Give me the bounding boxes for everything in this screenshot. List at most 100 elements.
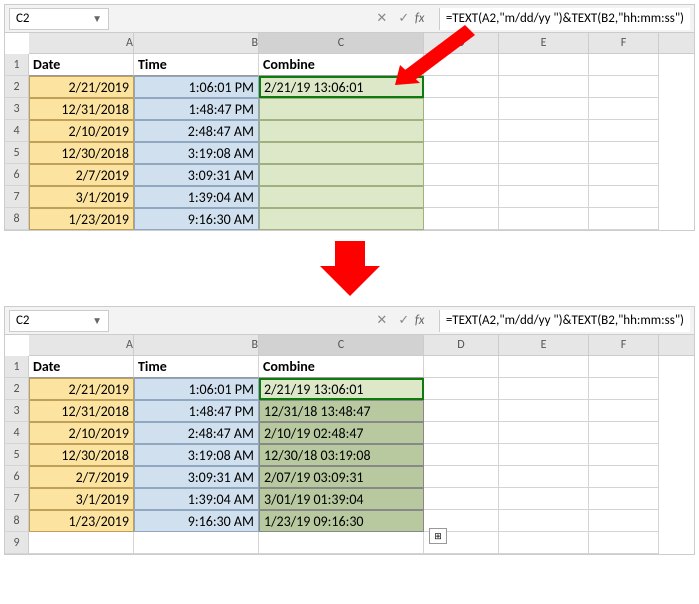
cell-time[interactable]: 3:09:31 AM bbox=[134, 164, 259, 186]
cell-combine[interactable] bbox=[259, 120, 424, 142]
cell-date[interactable]: 12/31/2018 bbox=[29, 98, 134, 120]
name-box[interactable]: C2 ▼ bbox=[9, 310, 109, 332]
cell[interactable] bbox=[424, 400, 499, 422]
cell[interactable] bbox=[259, 532, 424, 554]
row-header[interactable]: 9 bbox=[5, 532, 29, 554]
cell[interactable] bbox=[499, 208, 589, 230]
cell-time[interactable]: 1:39:04 AM bbox=[134, 186, 259, 208]
cell[interactable] bbox=[589, 422, 659, 444]
cell-combine[interactable] bbox=[259, 98, 424, 120]
col-header-D[interactable]: D bbox=[424, 335, 499, 355]
row-header[interactable]: 8 bbox=[5, 510, 29, 532]
cell-combine[interactable] bbox=[259, 164, 424, 186]
chevron-down-icon[interactable]: ▼ bbox=[92, 314, 102, 327]
cell[interactable] bbox=[424, 378, 499, 400]
header-time[interactable]: Time bbox=[134, 356, 259, 378]
cell-date[interactable]: 2/10/2019 bbox=[29, 120, 134, 142]
check-icon[interactable]: ✓ bbox=[393, 313, 415, 328]
cell[interactable] bbox=[424, 208, 499, 230]
cell[interactable] bbox=[499, 120, 589, 142]
cell-combine[interactable]: 2/10/19 02:48:47 bbox=[259, 422, 424, 444]
cell-combine[interactable] bbox=[259, 186, 424, 208]
formula-input[interactable]: =TEXT(A2,"m/dd/yy ")&TEXT(B2,"hh:mm:ss") bbox=[439, 8, 690, 30]
row-header[interactable]: 6 bbox=[5, 164, 29, 186]
cell[interactable] bbox=[499, 54, 589, 76]
cancel-icon[interactable]: ✕ bbox=[371, 11, 393, 26]
chevron-down-icon[interactable]: ▼ bbox=[92, 12, 102, 25]
cell[interactable] bbox=[499, 510, 589, 532]
row-header[interactable]: 2 bbox=[5, 378, 29, 400]
cell-combine[interactable]: 1/23/19 09:16:30 bbox=[259, 510, 424, 532]
cell[interactable] bbox=[589, 510, 659, 532]
cancel-icon[interactable]: ✕ bbox=[371, 313, 393, 328]
cell-combine[interactable]: 2/07/19 03:09:31 bbox=[259, 466, 424, 488]
cell-combine[interactable] bbox=[259, 142, 424, 164]
cell[interactable] bbox=[424, 422, 499, 444]
cell-time[interactable]: 2:48:47 AM bbox=[134, 120, 259, 142]
formula-input[interactable]: =TEXT(A2,"m/dd/yy ")&TEXT(B2,"hh:mm:ss") bbox=[439, 310, 690, 332]
cell-date[interactable]: 2/10/2019 bbox=[29, 422, 134, 444]
cell[interactable] bbox=[424, 466, 499, 488]
cell[interactable] bbox=[589, 186, 659, 208]
cell-date[interactable]: 1/23/2019 bbox=[29, 510, 134, 532]
check-icon[interactable]: ✓ bbox=[393, 11, 415, 26]
name-box[interactable]: C2 ▼ bbox=[9, 8, 109, 30]
cell-date[interactable]: 3/1/2019 bbox=[29, 186, 134, 208]
fx-icon[interactable]: fx bbox=[415, 11, 439, 26]
cell-time[interactable]: 9:16:30 AM bbox=[134, 208, 259, 230]
row-header[interactable]: 1 bbox=[5, 356, 29, 378]
cell[interactable] bbox=[499, 532, 589, 554]
cell[interactable] bbox=[589, 98, 659, 120]
cell-combine[interactable]: 2/21/19 13:06:01 bbox=[259, 378, 424, 400]
cell[interactable] bbox=[134, 532, 259, 554]
cell-time[interactable]: 2:48:47 AM bbox=[134, 422, 259, 444]
cell-time[interactable]: 1:06:01 PM bbox=[134, 76, 259, 98]
col-header-C[interactable]: C bbox=[259, 335, 424, 355]
row-header[interactable]: 2 bbox=[5, 76, 29, 98]
cell[interactable] bbox=[499, 466, 589, 488]
cell[interactable] bbox=[589, 444, 659, 466]
cell[interactable] bbox=[424, 142, 499, 164]
cell[interactable] bbox=[499, 422, 589, 444]
cell-date[interactable]: 1/23/2019 bbox=[29, 208, 134, 230]
cell-time[interactable]: 1:39:04 AM bbox=[134, 488, 259, 510]
row-header[interactable]: 5 bbox=[5, 142, 29, 164]
cell-date[interactable]: 2/7/2019 bbox=[29, 164, 134, 186]
cell[interactable] bbox=[589, 488, 659, 510]
cell[interactable] bbox=[589, 142, 659, 164]
cell[interactable] bbox=[589, 208, 659, 230]
cell[interactable] bbox=[589, 378, 659, 400]
cell-time[interactable]: 1:48:47 PM bbox=[134, 400, 259, 422]
row-header[interactable]: 5 bbox=[5, 444, 29, 466]
cell[interactable] bbox=[424, 98, 499, 120]
cell[interactable] bbox=[589, 466, 659, 488]
cell-time[interactable]: 1:06:01 PM bbox=[134, 378, 259, 400]
cell[interactable] bbox=[499, 76, 589, 98]
row-header[interactable]: 7 bbox=[5, 488, 29, 510]
cell[interactable] bbox=[589, 120, 659, 142]
cell-time[interactable]: 3:19:08 AM bbox=[134, 444, 259, 466]
col-header-F[interactable]: F bbox=[589, 33, 659, 53]
cell-combine[interactable] bbox=[259, 208, 424, 230]
cell-combine[interactable]: 12/31/18 13:48:47 bbox=[259, 400, 424, 422]
cell[interactable] bbox=[424, 488, 499, 510]
cell-time[interactable]: 3:19:08 AM bbox=[134, 142, 259, 164]
row-header[interactable]: 6 bbox=[5, 466, 29, 488]
row-header[interactable]: 1 bbox=[5, 54, 29, 76]
header-combine[interactable]: Combine bbox=[259, 356, 424, 378]
cell[interactable] bbox=[589, 532, 659, 554]
col-header-A[interactable]: A bbox=[29, 33, 134, 53]
cell-combine[interactable]: 3/01/19 01:39:04 bbox=[259, 488, 424, 510]
row-header[interactable]: 8 bbox=[5, 208, 29, 230]
cell[interactable] bbox=[499, 142, 589, 164]
cell[interactable] bbox=[499, 164, 589, 186]
cell[interactable] bbox=[589, 54, 659, 76]
cell-date[interactable]: 12/30/2018 bbox=[29, 444, 134, 466]
col-header-B[interactable]: B bbox=[134, 335, 259, 355]
row-header[interactable]: 4 bbox=[5, 120, 29, 142]
cell[interactable] bbox=[499, 356, 589, 378]
cell[interactable] bbox=[589, 400, 659, 422]
cell[interactable] bbox=[499, 186, 589, 208]
col-header-E[interactable]: E bbox=[499, 335, 589, 355]
cell[interactable] bbox=[499, 444, 589, 466]
